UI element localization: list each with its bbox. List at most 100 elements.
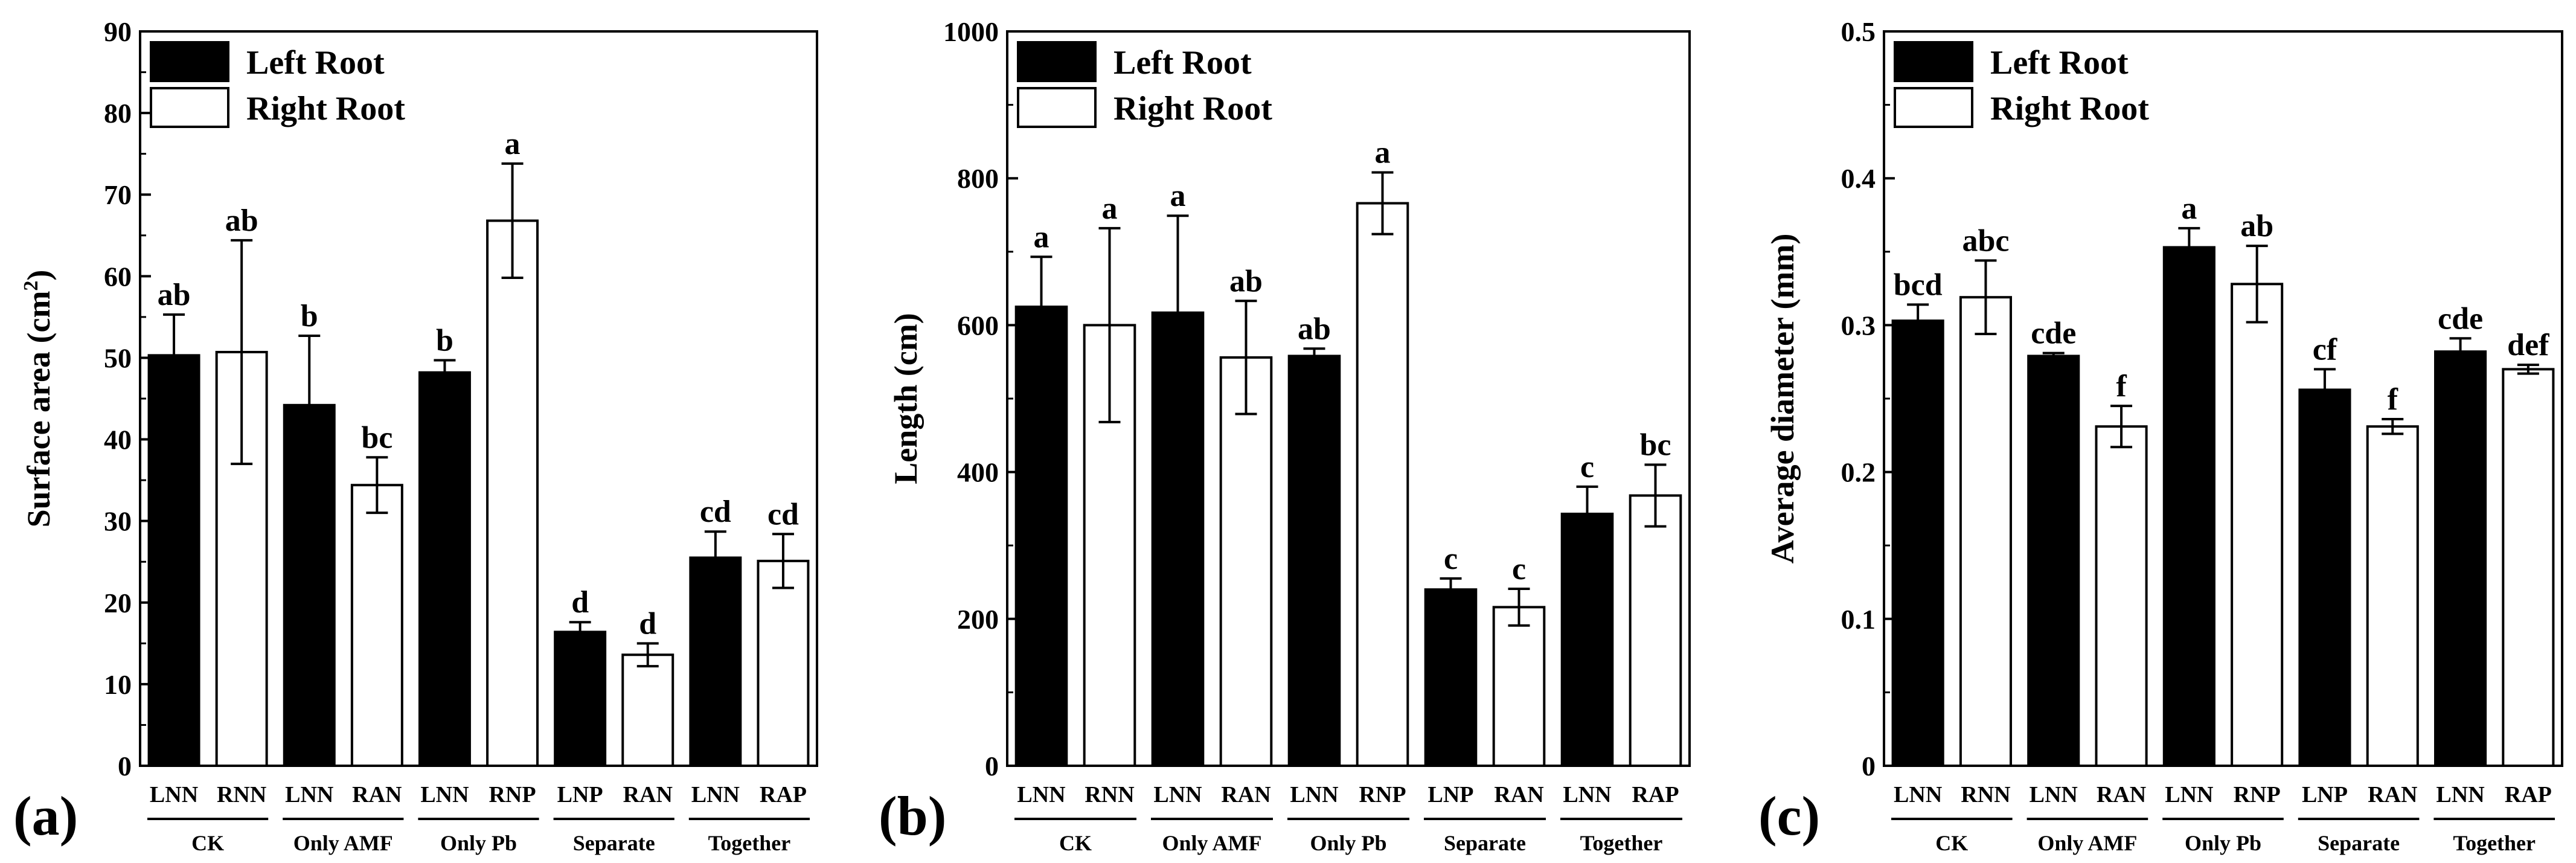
bar-ran [350,484,403,767]
x-category-label: RAN [623,782,673,807]
significance-label: abc [1962,223,2009,258]
y-tick-label: 600 [957,310,999,341]
group-label: Only Pb [2185,831,2261,855]
legend-label-right-root: Right Root [1990,90,2149,127]
bar-lnn [689,556,742,767]
panel-label: (a) [13,785,78,847]
y-tick-label: 400 [957,457,999,488]
bar-lnp [2298,388,2351,767]
legend-label-left-root: Left Root [246,44,385,82]
y-axis-label: Average diameter (mm) [1764,234,1801,564]
x-category-label: RAP [760,782,807,807]
y-tick-label: 60 [104,261,132,292]
group-label: Separate [2318,831,2400,855]
x-category-label: RAN [352,782,402,807]
group-label: CK [191,831,224,855]
legend-label-left-root: Left Root [1113,44,1252,82]
group-label: Together [2453,831,2536,855]
y-axis-label: Surface area (cm2) [20,270,57,528]
y-tick-label: 0.5 [1841,16,1876,47]
bar-rnn [1959,296,2013,767]
bar-rap [1629,494,1682,768]
panel-label: (b) [879,785,946,847]
x-category-label: LNN [1153,782,1202,807]
significance-label: cd [767,497,799,531]
y-tick-label: 200 [957,604,999,635]
group-label: Only Pb [1310,831,1386,855]
bar-lnp [1424,588,1478,767]
x-category-label: LNN [285,782,333,807]
panel-label: (c) [1758,785,1820,847]
y-tick-label: 20 [104,588,132,618]
significance-label: b [301,299,318,333]
bar-rnp [2231,283,2284,767]
bar-lnn [1560,512,1614,767]
significance-label: f [2116,369,2127,403]
x-category-label: RNP [1359,782,1406,807]
bar-lnn [283,403,336,767]
significance-label: cf [2313,332,2337,367]
significance-label: c [1512,552,1526,586]
bar-lnn [1287,355,1341,767]
bar-ran [1492,606,1546,767]
significance-label: a [1034,220,1049,254]
x-category-label: LNN [420,782,469,807]
y-tick-label: 80 [104,98,132,129]
legend-swatch-left [1894,41,1973,82]
x-category-label: LNN [150,782,198,807]
group-label: CK [1059,831,1092,855]
y-tick-label: 1000 [943,16,999,47]
x-category-label: RNN [1085,782,1134,807]
significance-label: cde [2438,301,2483,336]
significance-label: ab [158,278,191,312]
group-label: Together [708,831,791,855]
bar-lnn [418,371,471,767]
significance-label: d [571,585,589,620]
x-category-label: LNN [2165,782,2213,807]
significance-label: a [1102,191,1118,226]
x-category-label: RNP [2234,782,2281,807]
y-tick-label: 0.3 [1841,310,1876,341]
bar-ran [2095,425,2148,767]
group-label: Only AMF [1162,831,1261,855]
bar-ran [2366,425,2419,767]
x-category-label: RNN [217,782,266,807]
chart-panel-3: 0 0.1 0.2 0.3 0.4 0.5 Average diameter (mm) bcd… [1758,16,2563,855]
group-label: Separate [573,831,655,855]
group-label: Only AMF [293,831,393,855]
legend-swatch-right [150,87,229,128]
significance-label: f [2388,382,2398,417]
y-tick-label: 30 [104,506,132,537]
legend-swatch-left [150,41,229,82]
significance-label: ab [1229,264,1263,298]
bar-lnn [2162,246,2216,767]
y-tick-label: 10 [104,669,132,700]
bar-lnn [1151,311,1205,767]
significance-label: c [1444,542,1458,576]
x-category-label: LNN [2436,782,2484,807]
x-category-label: LNP [2302,782,2348,807]
group-label: Only AMF [2037,831,2137,855]
legend-label-right-root: Right Root [246,90,405,127]
x-category-label: LNN [1894,782,1942,807]
x-category-label: LNP [1428,782,1474,807]
significance-label: ab [2240,209,2273,243]
legend-label-left-root: Left Root [1990,44,2129,82]
bar-rap [757,559,810,767]
significance-label: bc [1640,428,1671,462]
bar-lnp [554,630,607,767]
x-category-label: RAN [1221,782,1270,807]
x-category-label: LNN [1017,782,1065,807]
bar-lnn [147,354,200,767]
y-tick-label: 70 [104,179,132,210]
x-category-label: RAN [1494,782,1543,807]
group-label: Together [1580,831,1663,855]
x-category-label: RNN [1961,782,2010,807]
bar-rnp [486,219,539,767]
y-tick-label: 800 [957,163,999,194]
y-tick-label: 0.4 [1841,163,1876,194]
significance-label: c [1580,450,1594,484]
legend-swatch-left [1017,41,1097,82]
